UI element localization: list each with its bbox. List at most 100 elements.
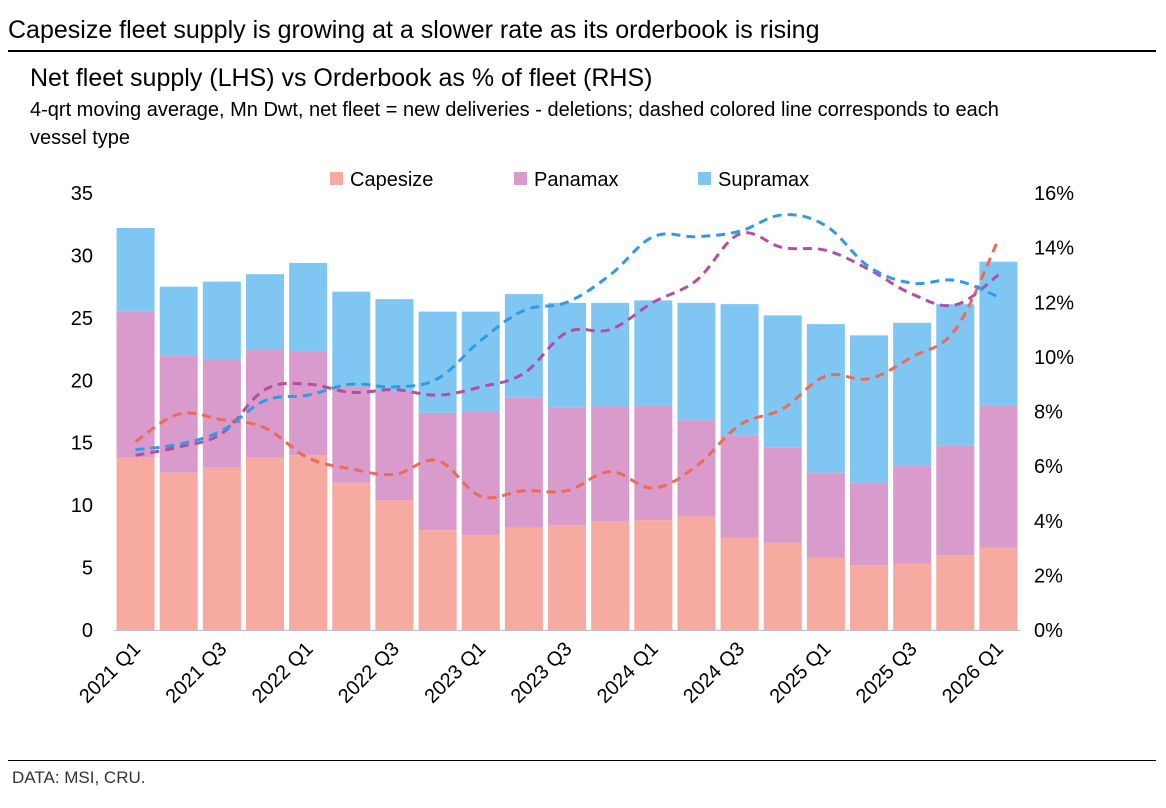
bar-panamax-2 [202,359,241,468]
bar-supramax-15 [763,315,802,448]
bar-supramax-13 [677,302,716,421]
left-tick-label: 15 [71,433,93,455]
bar-supramax-16 [806,324,845,473]
bar-supramax-6 [375,299,414,392]
bar-panamax-12 [634,405,673,521]
bar-panamax-19 [936,445,975,556]
line-capesize-orderbook [134,238,1000,500]
bar-capesize-18 [893,563,932,630]
bar-supramax-3 [246,274,284,350]
x-tick-label: 2023 Q1 [420,638,490,708]
bar-supramax-10 [548,302,586,408]
line-supramax-orderbook [135,213,999,452]
bar-supramax-0 [116,227,155,312]
headline: Capesize fleet supply is growing at a sl… [8,16,820,44]
bar-capesize-3 [246,457,284,630]
bar-capesize-15 [763,542,802,630]
right-tick-label: 16% [1034,183,1074,205]
bar-panamax-17 [850,482,888,566]
x-tick-label: 2024 Q1 [593,638,663,708]
bar-supramax-11 [591,302,630,407]
bar-panamax-13 [677,420,716,517]
bar-panamax-5 [332,386,371,483]
right-tick-label: 10% [1034,347,1074,369]
bar-panamax-15 [763,447,802,543]
bar-capesize-13 [677,516,716,630]
x-tick-label: 2022 Q1 [248,638,318,708]
bar-panamax-7 [418,412,457,531]
bar-capesize-8 [461,535,500,630]
legend-label-panamax: Panamax [534,169,619,191]
right-tick-label: 4% [1034,511,1063,533]
bar-supramax-17 [850,335,888,483]
bar-panamax-0 [116,311,155,458]
legend-swatch-supramax [698,172,711,185]
left-tick-label: 10 [71,495,93,517]
line-panamax-orderbook [135,231,1000,457]
bar-supramax-5 [332,291,371,387]
bar-capesize-0 [116,457,155,630]
bar-capesize-19 [936,555,975,630]
left-tick-label: 0 [82,620,93,642]
bar-panamax-8 [461,411,500,536]
x-tick-label: 2025 Q3 [852,638,922,708]
bar-panamax-16 [806,472,845,558]
left-tick-label: 25 [71,308,93,330]
x-tick-label: 2025 Q1 [766,638,836,708]
legend-swatch-capesize [330,172,343,185]
bar-panamax-11 [591,406,630,522]
bar-supramax-14 [720,304,759,436]
right-tick-label: 6% [1034,456,1063,478]
lines-layer [134,213,1000,500]
bar-panamax-10 [548,407,586,526]
right-tick-label: 8% [1034,402,1063,424]
bar-supramax-8 [461,311,500,412]
bar-capesize-16 [806,557,845,630]
x-tick-label: 2024 Q3 [679,638,749,708]
bar-panamax-6 [375,391,414,501]
legend-label-supramax: Supramax [718,169,809,191]
bar-capesize-12 [634,520,673,630]
x-tick-label: 2026 Q1 [938,638,1008,708]
chart-subtitle: 4-qrt moving average, Mn Dwt, net fleet … [30,99,999,149]
x-tick-label: 2022 Q3 [334,638,404,708]
bar-supramax-12 [634,300,673,406]
left-tick-label: 5 [82,558,93,580]
top-divider [8,50,1156,52]
bar-supramax-2 [202,281,241,360]
bar-capesize-10 [548,525,586,630]
bar-supramax-20 [979,261,1018,406]
bar-capesize-11 [591,521,630,630]
right-tick-label: 14% [1034,238,1074,260]
bar-supramax-1 [159,286,198,356]
bar-capesize-2 [202,467,241,630]
right-tick-label: 12% [1034,292,1074,314]
bar-panamax-14 [720,435,759,538]
bar-capesize-6 [375,500,414,630]
left-axis: 0 5 10 15 20 25 30 35 [71,183,93,642]
bar-supramax-18 [893,322,932,466]
bottom-divider [8,760,1156,761]
bar-capesize-4 [289,455,328,630]
right-axis: 0% 2% 4% 6% 8% 10% 12% 14% 16% [1034,183,1074,642]
bar-panamax-3 [246,349,284,458]
x-tick-label: 2021 Q1 [75,638,145,708]
bar-capesize-20 [979,547,1018,630]
right-tick-label: 2% [1034,565,1063,587]
bar-panamax-4 [289,351,328,456]
bar-capesize-7 [418,530,457,630]
x-tick-label: 2021 Q3 [162,638,232,708]
bar-supramax-19 [936,304,975,446]
bar-capesize-17 [850,565,888,630]
bar-supramax-7 [418,311,457,413]
left-tick-label: 35 [71,183,93,205]
left-tick-label: 20 [71,370,93,392]
bar-supramax-4 [289,262,328,352]
bars-layer [116,227,1018,630]
x-tick-label: 2023 Q3 [507,638,577,708]
bar-panamax-18 [893,465,932,564]
bar-capesize-5 [332,482,371,630]
left-tick-label: 30 [71,245,93,267]
chart-title: Net fleet supply (LHS) vs Orderbook as %… [30,64,653,92]
bar-capesize-1 [159,472,198,630]
